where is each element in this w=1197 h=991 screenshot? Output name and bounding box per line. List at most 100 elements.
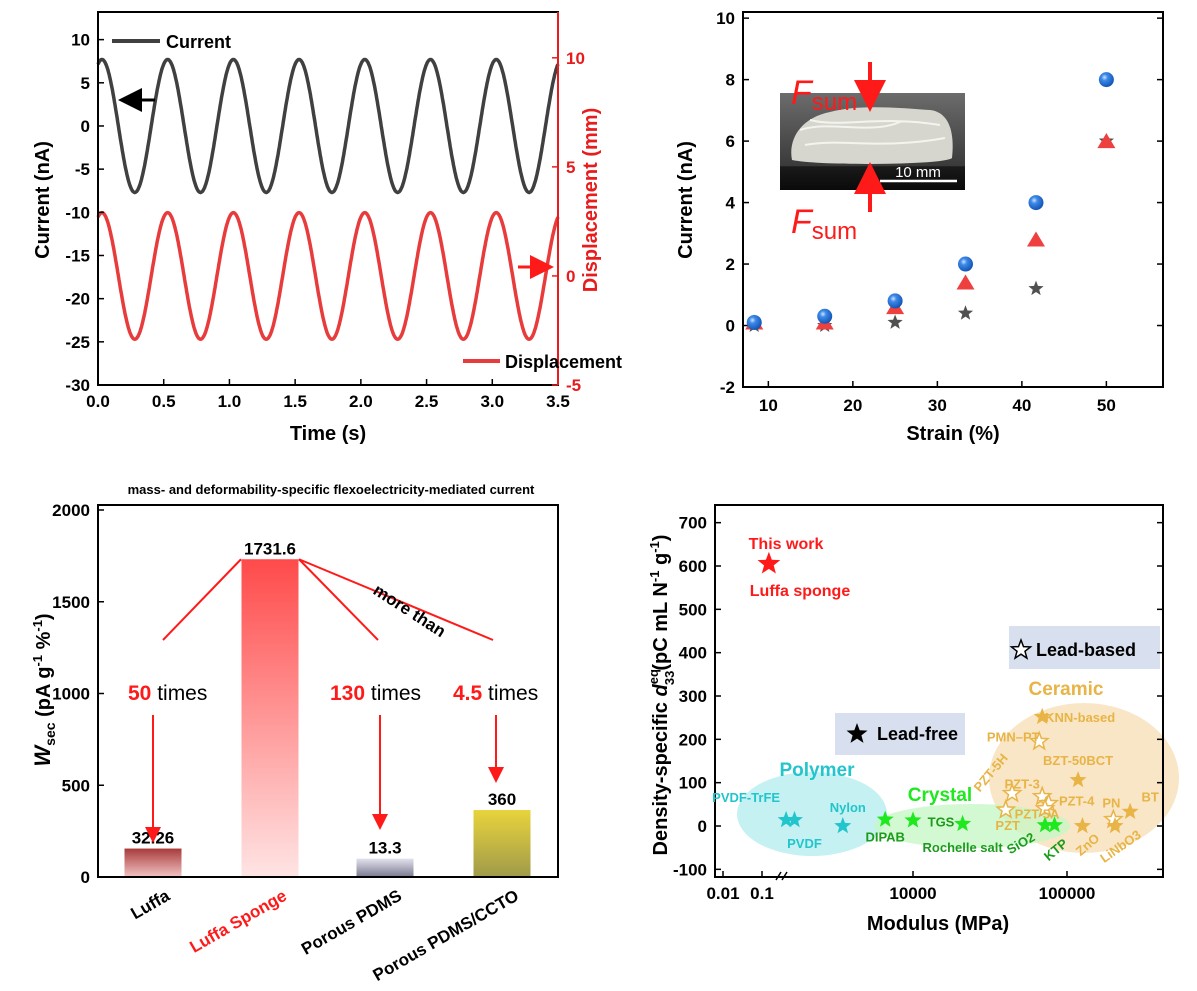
point-label: KNN-based <box>1045 710 1115 725</box>
y-tick-label: 1500 <box>52 593 90 612</box>
panel-wsec-bar-chart: mass- and deformability-specific flexoel… <box>30 482 559 985</box>
point-label: PZT-4 <box>1059 793 1095 808</box>
x-tick-label: 20 <box>843 396 862 415</box>
chart-title: mass- and deformability-specific flexoel… <box>128 482 535 497</box>
x-category-label: Luffa Sponge <box>186 886 290 957</box>
filled-star-icon <box>904 811 922 828</box>
data-point-sphere <box>958 256 974 272</box>
x-tick-label: 10000 <box>889 884 936 903</box>
data-point-sphere <box>1028 195 1044 211</box>
connector-line <box>298 558 379 641</box>
data-point-sphere <box>887 293 903 309</box>
filled-star-icon <box>1069 771 1087 788</box>
bar-value-label: 13.3 <box>368 839 401 858</box>
point-label: PZT-3 <box>1004 777 1039 792</box>
y-tick-label: 0 <box>81 117 90 136</box>
legend-label-lead-based: Lead-based <box>1036 640 1136 660</box>
y-axis-label: Wsec (pA g-1 %-1) <box>30 613 58 766</box>
y-axis-label: Current (nA) <box>32 141 54 259</box>
legend-label-lead-free: Lead-free <box>877 724 958 744</box>
x-tick-label: 40 <box>1012 396 1031 415</box>
legend-label-displacement: Displacement <box>505 352 622 372</box>
y2-axis-label: Displacement (mm) <box>580 108 602 293</box>
x-category-label: Luffa <box>128 886 174 923</box>
data-point-sphere <box>1098 72 1114 88</box>
filled-star-icon <box>876 810 894 827</box>
y-tick-label: -100 <box>673 860 707 879</box>
bar-porous-pdms-ccto <box>473 810 531 877</box>
data-point-star <box>957 305 974 320</box>
ratio-annotation: 130 times <box>330 682 421 705</box>
y-tick-label: 2000 <box>52 501 90 520</box>
data-point-triangle <box>1026 231 1045 247</box>
plot-frame <box>714 504 1164 878</box>
filled-star-icon <box>785 810 803 828</box>
x-axis-label: Time (s) <box>290 423 366 445</box>
point-label: TGS <box>928 814 955 829</box>
connector-line <box>298 558 494 641</box>
y2-tick-label: 0 <box>566 267 575 286</box>
scale-bar-label: 10 mm <box>895 164 941 181</box>
connector-line <box>162 558 242 641</box>
legend-box-lead-based <box>1009 626 1160 669</box>
luffa-sponge-label: Luffa sponge <box>750 583 851 600</box>
x-tick-label: 2.5 <box>415 392 439 411</box>
crystal-region <box>874 804 1070 848</box>
y-tick-label: 8 <box>726 71 735 90</box>
hollow-star-icon <box>1028 730 1050 751</box>
y-tick-label: 4 <box>726 194 736 213</box>
x-tick-label: 0.0 <box>86 392 110 411</box>
point-label: PZT-5A <box>1015 807 1060 822</box>
this-work-label: This work <box>749 536 824 553</box>
group-label-polymer: Polymer <box>780 760 856 781</box>
point-label: PVDF <box>787 836 822 851</box>
filled-star-icon <box>777 810 795 828</box>
y-tick-label: -30 <box>65 376 90 395</box>
point-label: BT <box>1141 790 1158 805</box>
x-tick-label: 3.5 <box>546 392 570 411</box>
x-tick-label: 30 <box>928 396 947 415</box>
data-point-triangle <box>1097 133 1116 149</box>
x-axis-label: Modulus (MPa) <box>867 913 1009 935</box>
filled-star-icon <box>1033 707 1051 725</box>
y-tick-label: -20 <box>65 290 90 309</box>
filled-star-icon <box>1073 817 1091 834</box>
panel-current-displacement-vs-time: 0.0 0.5 1.0 1.5 2.0 2.5 3.0 3.5 10 5 0 -5 -10 -15 -20 -… <box>32 11 622 445</box>
y-tick-label: 100 <box>679 774 707 793</box>
y-tick-label: 10 <box>716 9 735 28</box>
series-line-current <box>96 57 560 195</box>
bar-luffa <box>124 848 182 877</box>
group-label-ceramic: Ceramic <box>1029 679 1104 700</box>
sponge-fibers <box>799 119 946 146</box>
y-axis-label: Density-specific deq33(pC mL N-1 g-1) <box>646 535 677 856</box>
hollow-star-icon <box>1009 637 1033 660</box>
point-label: DIPAB <box>865 830 904 845</box>
y-tick-label: 0 <box>726 317 735 336</box>
x-tick-label: 2.0 <box>349 392 373 411</box>
x-tick-label: 0.5 <box>152 392 176 411</box>
force-label-bottom: Fsum <box>791 203 857 245</box>
ratio-annotation: 4.5 times <box>453 682 538 705</box>
y2-tick-label: 10 <box>566 49 585 68</box>
y-tick-label: 200 <box>679 730 707 749</box>
data-point-triangle <box>956 274 975 290</box>
y-tick-label: 1000 <box>52 685 90 704</box>
filled-star-icon <box>1106 817 1124 834</box>
group-label-crystal: Crystal <box>908 785 972 806</box>
bar-value-label: 1731.6 <box>244 539 296 558</box>
x-tick-label: 100000 <box>1039 884 1096 903</box>
y-tick-label: 0 <box>81 868 90 887</box>
filled-star-icon <box>846 723 868 743</box>
ratio-annotation: 50 times <box>128 682 207 705</box>
y-tick-label: 2 <box>726 255 735 274</box>
point-label: BZT-50BCT <box>1043 753 1113 768</box>
y-tick-label: -15 <box>65 246 90 265</box>
y-tick-label: 600 <box>679 557 707 576</box>
hollow-star-icon <box>1034 797 1056 818</box>
y-tick-label: 700 <box>679 514 707 533</box>
point-label: PZT <box>995 818 1020 833</box>
x-tick-label: 0.01 <box>706 884 739 903</box>
plot-frame <box>742 11 1164 388</box>
plot-frame <box>97 504 559 878</box>
